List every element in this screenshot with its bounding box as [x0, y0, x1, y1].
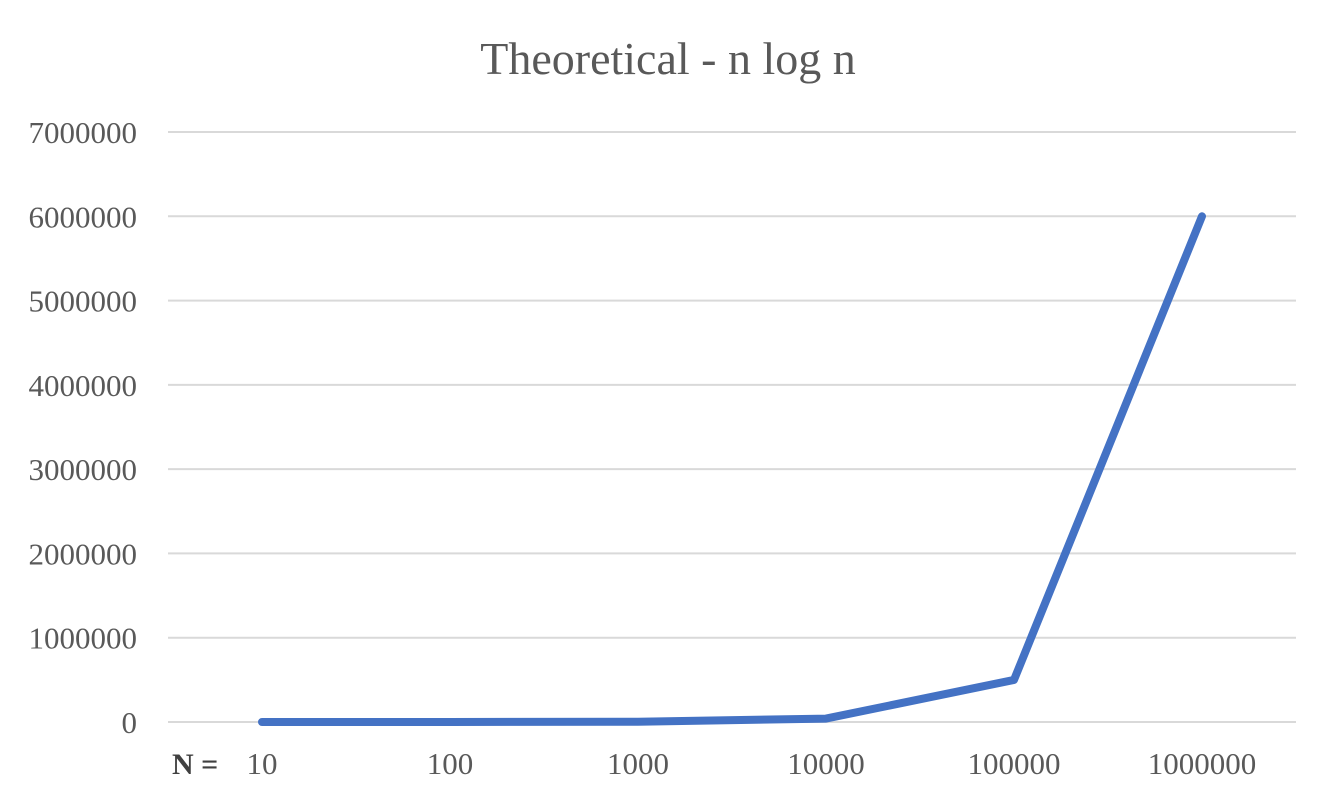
gridlines: [168, 131, 1296, 723]
y-tick-label: 2000000: [29, 536, 138, 571]
x-tick-label: 1000: [607, 746, 669, 781]
y-tick-label: 0: [122, 705, 138, 740]
y-tick-label: 5000000: [29, 284, 138, 319]
x-tick-label: 100: [427, 746, 474, 781]
x-axis-tick-labels: 10 100 1000 10000 100000 1000000: [247, 746, 1257, 781]
chart-title: Theoretical - n log n: [480, 33, 856, 84]
x-tick-label: 1000000: [1148, 746, 1257, 781]
x-tick-label: 10000: [787, 746, 865, 781]
x-tick-label: 10: [247, 746, 278, 781]
y-tick-label: 3000000: [29, 452, 138, 487]
y-tick-label: 6000000: [29, 199, 138, 234]
series-layer: [258, 212, 1206, 726]
y-tick-label: 1000000: [29, 621, 138, 656]
y-axis-tick-labels: 0 1000000 2000000 3000000 4000000 5000000 6000…: [29, 115, 138, 740]
y-tick-label: 4000000: [29, 368, 138, 403]
x-tick-label: 100000: [968, 746, 1061, 781]
y-tick-label: 7000000: [29, 115, 138, 150]
series-line-0: [258, 212, 1206, 726]
x-axis-prefix-label: N =: [172, 748, 218, 781]
